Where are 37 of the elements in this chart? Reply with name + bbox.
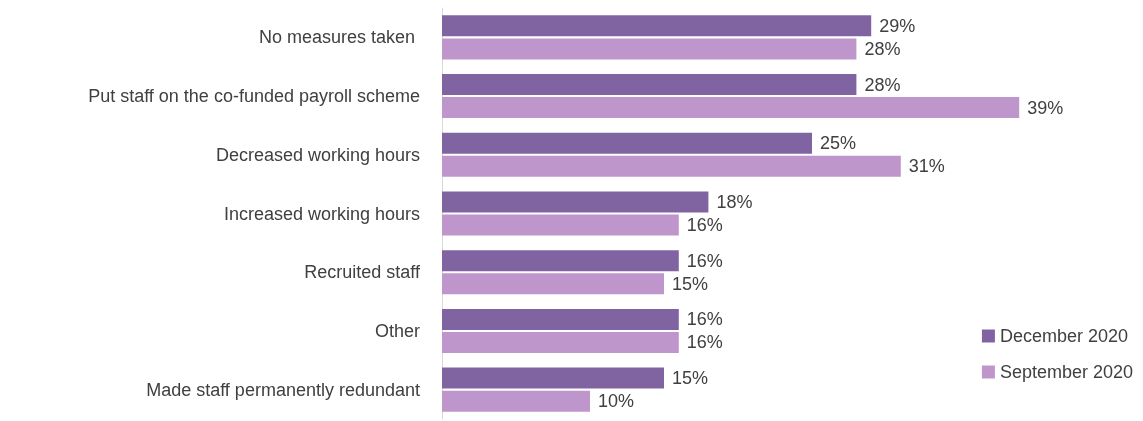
legend-label: September 2020 — [999, 362, 1133, 382]
y-tick-label: Decreased working hours — [215, 144, 420, 165]
y-tick-label: Increased working hours — [223, 203, 420, 224]
bar — [442, 191, 709, 213]
bar — [442, 367, 664, 389]
data-label: 29% — [879, 15, 916, 36]
y-tick-label: Put staff on the co-funded payroll scheme — [88, 86, 420, 107]
data-label: 16% — [686, 250, 723, 271]
data-label: 28% — [864, 74, 901, 95]
bar — [442, 250, 679, 272]
y-tick-label: Made staff permanently redundant — [146, 379, 420, 400]
data-label: 25% — [820, 133, 857, 154]
data-label: 18% — [716, 191, 753, 212]
data-label: 39% — [1027, 97, 1064, 118]
bar — [442, 15, 872, 37]
bar — [442, 331, 679, 353]
y-tick-label: Other — [374, 320, 420, 341]
y-tick-label: No measures taken — [258, 27, 420, 48]
bar — [442, 97, 1020, 119]
bar — [442, 390, 590, 412]
bar — [442, 74, 857, 96]
data-label: 16% — [686, 332, 723, 353]
data-label: 16% — [686, 215, 723, 236]
data-label: 15% — [672, 368, 709, 389]
bar — [442, 38, 857, 60]
data-label: 16% — [686, 309, 723, 330]
data-label: 15% — [672, 273, 709, 294]
bar — [442, 308, 679, 330]
data-label: 31% — [908, 156, 945, 177]
data-label: 10% — [598, 391, 635, 412]
data-label: 28% — [864, 38, 901, 59]
bar — [442, 132, 812, 154]
bar — [442, 155, 901, 177]
bar — [442, 273, 664, 295]
bar — [442, 214, 679, 236]
y-tick-label: Recruited staff — [304, 262, 421, 283]
legend-label: December 2020 — [999, 326, 1128, 346]
